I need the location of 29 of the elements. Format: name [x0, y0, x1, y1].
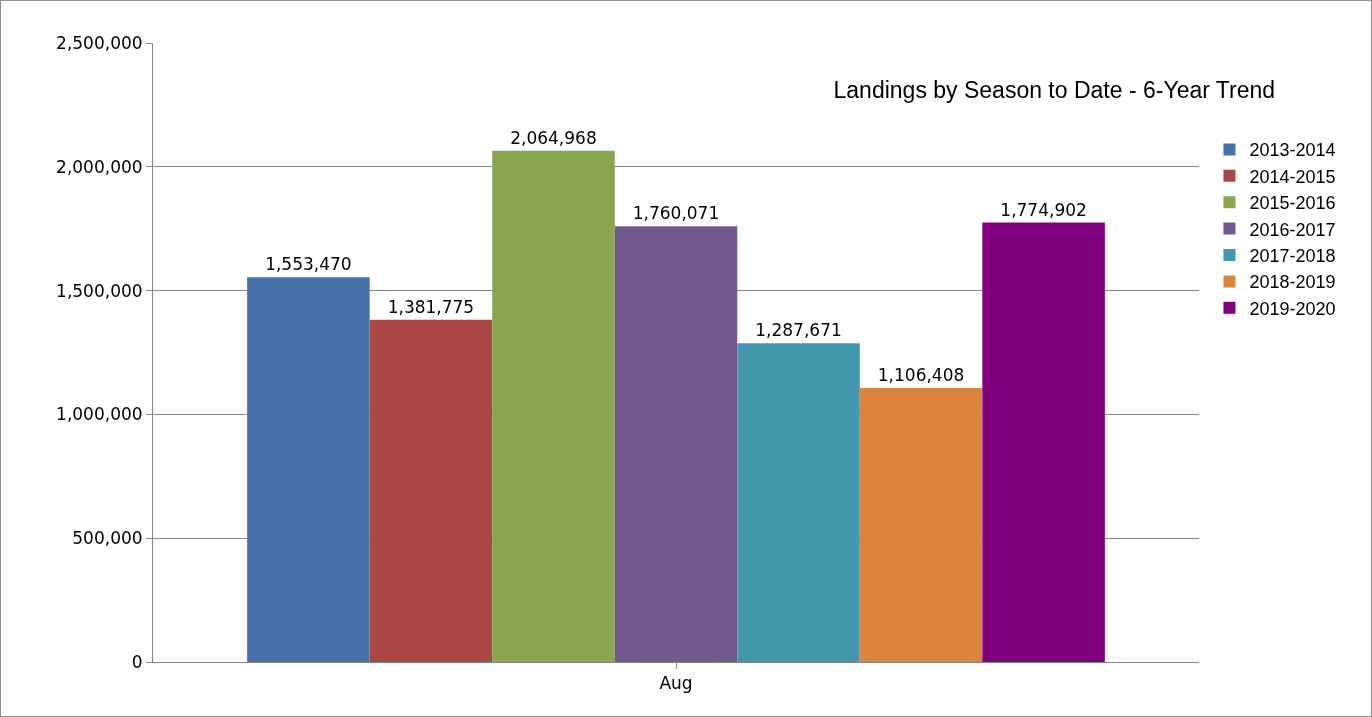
bar	[247, 277, 370, 662]
legend-label: 2018-2019	[1249, 272, 1336, 293]
legend-label: 2014-2015	[1249, 166, 1336, 187]
data-label: 1,287,671	[755, 320, 842, 341]
data-label: 1,381,775	[387, 296, 475, 317]
x-tick-label: Aug	[659, 673, 693, 694]
y-tick-label: 2,000,000	[56, 156, 143, 177]
bar	[859, 388, 983, 662]
legend-label: 2016-2017	[1249, 219, 1336, 240]
legend-label: 2013-2014	[1249, 140, 1336, 161]
legend-label: 2017-2018	[1249, 246, 1336, 267]
y-tick-label: 2,500,000	[56, 32, 143, 53]
y-tick-label: 500,000	[72, 528, 143, 549]
bar	[492, 150, 615, 662]
data-label: 1,106,408	[877, 365, 965, 386]
bar	[982, 222, 1105, 662]
y-tick-label: 1,000,000	[56, 404, 143, 425]
legend-label: 2015-2016	[1249, 193, 1336, 214]
text: Landings by Season to Date - 6-Year Trend	[833, 77, 1276, 104]
data-label: 1,774,902	[1000, 199, 1087, 220]
legend-label: 2019-2020	[1249, 298, 1336, 319]
bar	[614, 226, 738, 662]
y-tick-label: 1,500,000	[56, 280, 143, 301]
data-label: 1,760,071	[632, 203, 720, 224]
y-tick-label: 0	[131, 651, 143, 672]
bar	[369, 319, 493, 662]
data-label: 2,064,968	[510, 127, 597, 148]
bar	[737, 343, 860, 662]
data-label: 1,553,470	[265, 254, 352, 275]
